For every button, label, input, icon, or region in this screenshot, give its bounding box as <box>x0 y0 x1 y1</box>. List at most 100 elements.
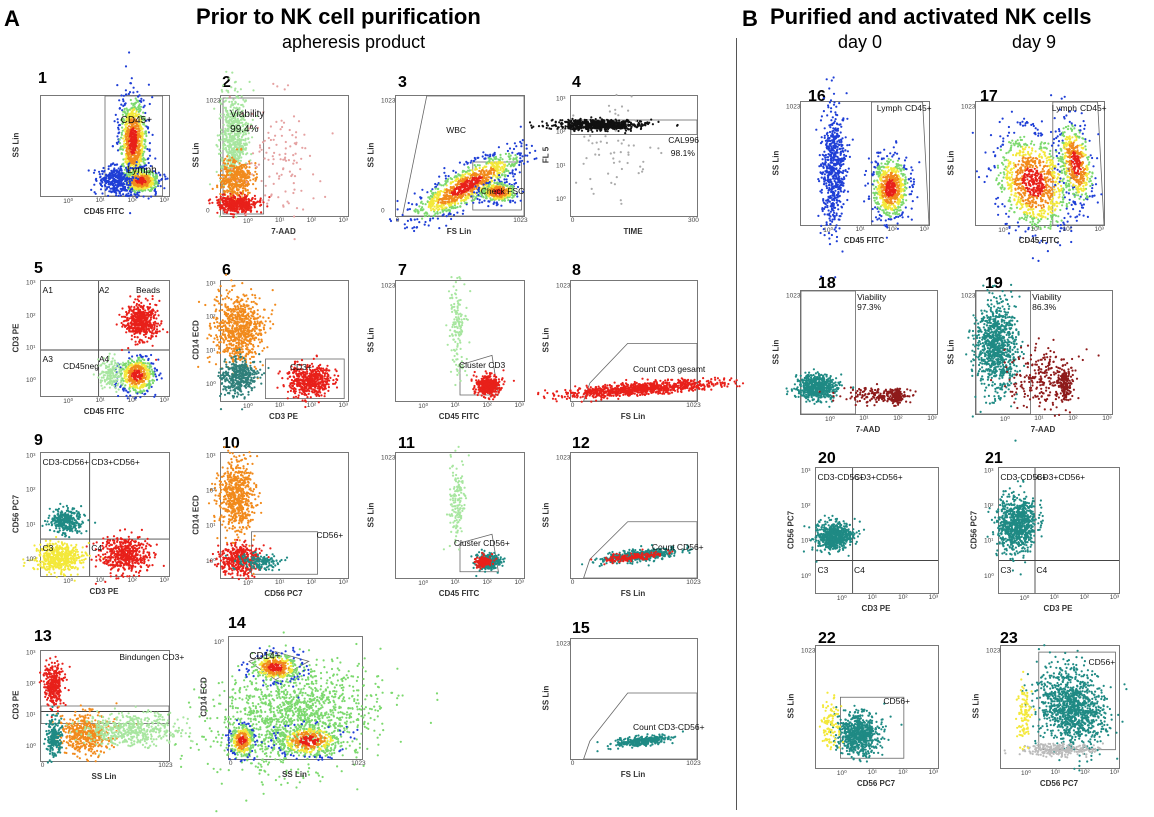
x-tick-label: 10³ <box>159 577 168 584</box>
facs-plot-23 <box>1000 644 1128 772</box>
y-tick-label: 10² <box>556 129 565 136</box>
x-tick-label: 1023 <box>513 217 527 224</box>
facs-scatter <box>583 692 698 760</box>
x-axis-label: CD45 FITC <box>844 236 884 245</box>
x-tick-label: 10² <box>307 402 316 409</box>
x-tick-label: 0 <box>229 760 233 767</box>
facs-plot-7 <box>395 276 525 402</box>
x-axis-label: FS Lin <box>621 412 645 421</box>
x-axis-label: CD56 PC7 <box>857 779 895 788</box>
plot-number: 22 <box>818 630 836 648</box>
x-tick-label: 10² <box>1068 415 1077 422</box>
facs-plot-1 <box>40 51 170 215</box>
y-tick-label: 1023 <box>961 293 975 300</box>
x-tick-label: 10³ <box>1110 769 1119 776</box>
plot-number: 3 <box>398 74 407 92</box>
gate-label: Count CD3-CD56+ <box>633 722 705 732</box>
facs-scatter <box>986 468 1119 593</box>
x-tick-label: 10² <box>898 594 907 601</box>
x-tick-label: 10² <box>893 415 902 422</box>
plot-number: 10 <box>222 435 240 453</box>
x-tick-label: 10² <box>1080 594 1089 601</box>
gate-label: Cluster CD3 <box>459 360 505 370</box>
y-tick-label: 10⁰ <box>26 376 36 384</box>
facs-scatter <box>1003 644 1128 772</box>
plot-number: 12 <box>572 435 590 453</box>
y-tick-label: 10⁰ <box>26 555 36 563</box>
gate-label: Count CD56+ <box>652 542 704 552</box>
x-axis-label: CD45 FITC <box>439 412 479 421</box>
gate-label: CD56+ <box>317 530 344 540</box>
plot-number: 11 <box>398 435 415 453</box>
facs-scatter <box>87 51 169 215</box>
facs-scatter <box>388 95 576 233</box>
y-axis-label: SS Lin <box>192 143 201 168</box>
gate-label: CD3+ <box>290 362 312 372</box>
gate-label: CD3+CD56+ <box>854 472 903 482</box>
facs-scatter <box>785 290 917 415</box>
facs-scatter <box>581 521 698 579</box>
x-tick-label: 10¹ <box>275 217 284 224</box>
gate-label: A4 <box>99 354 109 364</box>
y-tick-label: 10² <box>26 681 35 688</box>
x-tick-label: 10⁰ <box>837 594 847 602</box>
y-tick-label: 10¹ <box>984 537 993 544</box>
x-tick-label: 10⁰ <box>418 402 428 410</box>
y-axis-label: SS Lin <box>12 133 21 158</box>
x-tick-label: 300 <box>688 217 699 224</box>
x-tick-label: 10¹ <box>275 402 284 409</box>
x-axis-label: CD3 PE <box>269 412 298 421</box>
facs-plot-16 <box>800 76 930 279</box>
x-tick-label: 10² <box>898 769 907 776</box>
y-tick-label: 10³ <box>26 280 35 287</box>
y-tick-label: 10⁰ <box>801 572 811 580</box>
facs-plot-22 <box>815 645 939 769</box>
facs-scatter <box>965 283 1100 442</box>
facs-plot-15 <box>570 638 698 760</box>
facs-scatter <box>442 445 506 578</box>
x-tick-label: 10¹ <box>859 415 868 422</box>
y-tick-label: 0 <box>381 208 385 215</box>
x-tick-label: 10⁰ <box>837 769 847 777</box>
panel-b-title: Purified and activated NK cells <box>770 4 1092 30</box>
plot-number: 7 <box>398 262 407 280</box>
x-tick-label: 0 <box>571 217 575 224</box>
x-axis-label: FS Lin <box>447 227 471 236</box>
y-axis-label: SS Lin <box>542 502 551 527</box>
x-tick-label: 1023 <box>158 762 172 769</box>
x-axis-label: CD3 PE <box>1044 604 1073 613</box>
x-axis-label: SS Lin <box>282 770 307 779</box>
y-tick-label: 1023 <box>381 455 395 462</box>
x-tick-label: 10² <box>127 197 136 204</box>
x-axis-label: TIME <box>623 227 642 236</box>
panel-b-day9: day 9 <box>1012 32 1056 53</box>
y-tick-label: 1023 <box>556 455 570 462</box>
gate-label: CD45neg <box>63 361 99 371</box>
gate-label: C4 <box>854 565 865 575</box>
y-axis-label: SS Lin <box>947 339 956 364</box>
gate-label: A1 <box>43 285 53 295</box>
x-tick-label: 10⁰ <box>63 397 73 405</box>
x-tick-label: 10³ <box>338 579 347 586</box>
facs-plot-13 <box>38 650 194 764</box>
gate-label: Check FSC <box>481 186 524 196</box>
x-tick-label: 10³ <box>159 397 168 404</box>
gate-label: 97.3% <box>857 302 881 312</box>
x-tick-label: 10⁰ <box>243 579 253 587</box>
facs-plot-4 <box>528 93 698 217</box>
y-tick-label: 10³ <box>26 650 35 657</box>
x-tick-label: 10¹ <box>1030 226 1039 233</box>
facs-plot-11 <box>395 445 525 579</box>
plot-number: 17 <box>980 88 998 106</box>
x-tick-label: 10² <box>127 397 136 404</box>
x-tick-label: 10² <box>482 402 491 409</box>
x-axis-label: CD45 FITC <box>84 207 124 216</box>
y-tick-label: 10² <box>206 487 215 494</box>
y-axis-label: FL 5 <box>542 147 551 163</box>
y-axis-label: SS Lin <box>367 143 376 168</box>
x-axis-label: CD56 PC7 <box>264 589 302 598</box>
x-tick-label: 10¹ <box>868 594 877 601</box>
facs-plot-6 <box>197 273 349 411</box>
gate-label: CD3-CD56+ <box>43 457 90 467</box>
y-tick-label: 10⁰ <box>26 742 36 750</box>
